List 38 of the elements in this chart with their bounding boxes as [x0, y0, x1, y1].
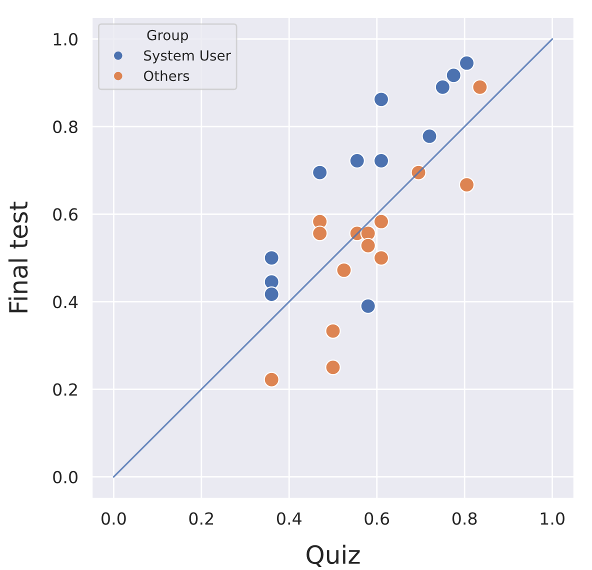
point [264, 286, 280, 302]
x-tick-label: 0.4 [276, 512, 302, 525]
legend-title: Group [147, 30, 188, 44]
point [360, 298, 376, 314]
point [349, 152, 365, 169]
point [312, 164, 328, 180]
y-tick-label: 0.6 [53, 208, 78, 221]
x-tick-label: 0.0 [102, 512, 126, 525]
y-axis-title: Final test [8, 202, 28, 312]
point [264, 250, 280, 266]
x-tick-label: 1.0 [540, 512, 564, 525]
point [458, 176, 475, 193]
point [434, 79, 450, 95]
legend-label: Others [144, 70, 190, 82]
point [373, 250, 390, 266]
y-tick-label: 0.4 [53, 296, 78, 308]
point [422, 128, 438, 144]
point [360, 238, 376, 254]
x-tick-label: 0.2 [189, 512, 213, 525]
y-tick-label: 0.2 [53, 383, 77, 396]
point [472, 79, 488, 95]
point [446, 67, 462, 84]
legend-label: System User [144, 50, 232, 64]
y-tick-label: 0.0 [53, 470, 78, 484]
x-axis-title: Quiz [306, 544, 360, 567]
point [458, 55, 475, 71]
x-tick-label: 0.8 [452, 512, 477, 525]
point [325, 360, 341, 376]
point [312, 226, 328, 242]
point [373, 214, 390, 230]
point [373, 92, 390, 108]
y-tick-label: 0.8 [53, 120, 78, 134]
y-tick-label: 1.0 [54, 32, 78, 46]
point [325, 323, 341, 339]
x-tick-label: 0.6 [364, 512, 390, 525]
point [336, 262, 352, 278]
point [264, 372, 280, 388]
point [373, 152, 390, 169]
